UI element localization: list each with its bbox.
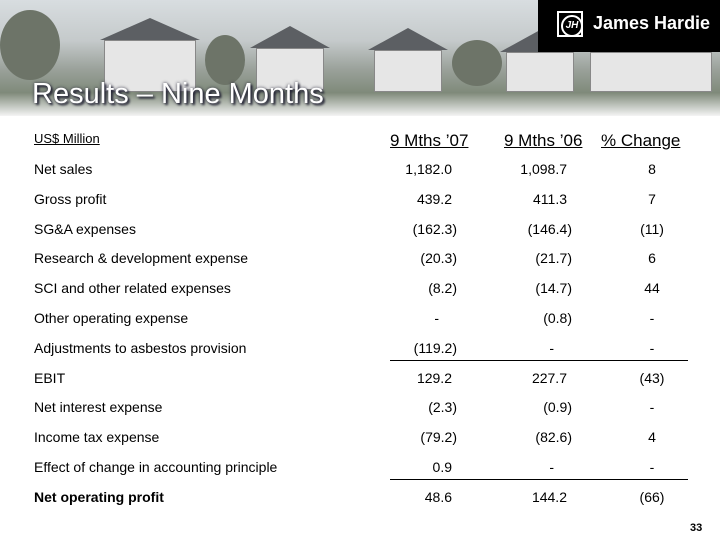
value-9mths-07: - (434, 310, 439, 326)
table-row: Gross profit 439.2 411.3 7 (0, 191, 720, 211)
value-9mths-07: (20.3) (420, 250, 457, 267)
total-rule (390, 479, 688, 480)
row-label: Effect of change in accounting principle (34, 459, 278, 475)
row-label: Adjustments to asbestos provision (34, 339, 247, 356)
value-9mths-06: (21.7) (535, 250, 572, 267)
page-number: 33 (690, 522, 703, 534)
value-9mths-06: (0.9) (543, 399, 572, 416)
value-9mths-07: 1,182.0 (405, 161, 452, 177)
column-header-9mths-06: 9 Mths ’06 (504, 131, 583, 150)
value-pct-change: 44 (644, 280, 660, 297)
table-row: SCI and other related expenses (8.2) (14.7… (0, 280, 720, 300)
table-row: Effect of change in accounting principle… (0, 459, 720, 479)
value-pct-change: (43) (639, 369, 665, 386)
table-row: Net sales 1,182.0 1,098.7 8 (0, 161, 720, 181)
value-9mths-07: (119.2) (413, 339, 457, 356)
value-9mths-07: 48.6 (424, 488, 452, 505)
value-9mths-07: 0.9 (432, 459, 452, 475)
value-9mths-07: 129.2 (416, 369, 452, 386)
row-label: Net interest expense (34, 399, 163, 416)
value-9mths-07: (162.3) (412, 220, 457, 237)
table-row: Net operating profit 48.6 144.2 (66) (0, 489, 720, 509)
row-label: EBIT (34, 369, 66, 386)
value-pct-change: (11) (640, 220, 664, 237)
row-label: Research & development expense (34, 250, 249, 267)
table-row: Income tax expense (79.2) (82.6) 4 (0, 429, 720, 449)
value-9mths-07: (8.2) (428, 280, 457, 297)
slide-title: Results – Nine Months (32, 78, 324, 110)
subtotal-rule (390, 360, 688, 361)
row-label: Gross profit (34, 190, 107, 207)
table-row: EBIT 129.2 227.7 (43) (0, 370, 720, 390)
table-row: Other operating expense - (0.8) - (0, 310, 720, 330)
row-label: Net operating profit (34, 488, 164, 505)
value-pct-change: 7 (648, 190, 656, 207)
table-row: SG&A expenses (162.3) (146.4) (11) (0, 221, 720, 241)
value-pct-change: 8 (648, 161, 656, 177)
row-label: Income tax expense (34, 429, 160, 446)
row-label: SCI and other related expenses (34, 280, 231, 297)
value-9mths-07: (2.3) (428, 399, 457, 416)
value-9mths-06: 144.2 (531, 488, 567, 505)
units-label: US$ Million (34, 131, 100, 146)
table-row: Adjustments to asbestos provision (119.2)… (0, 340, 720, 360)
value-9mths-06: 227.7 (531, 369, 567, 386)
value-9mths-06: 1,098.7 (520, 161, 567, 177)
value-9mths-06: 411.3 (533, 190, 567, 207)
row-label: Other operating expense (34, 310, 189, 326)
value-pct-change: - (649, 399, 655, 416)
value-9mths-06: - (549, 339, 554, 356)
row-label: SG&A expenses (34, 220, 136, 237)
column-header-9mths-07: 9 Mths ’07 (390, 131, 469, 150)
value-pct-change: (66) (639, 488, 665, 505)
james-hardie-logo: JH James Hardie (538, 0, 720, 52)
column-header-pct-change: % Change (601, 131, 681, 150)
value-9mths-06: (0.8) (543, 310, 572, 326)
table-row: Net interest expense (2.3) (0.9) - (0, 399, 720, 419)
value-pct-change: 4 (648, 429, 656, 446)
value-9mths-07: 439.2 (416, 190, 452, 207)
value-9mths-06: - (549, 459, 554, 475)
value-pct-change: 6 (648, 250, 656, 267)
logo-text: James Hardie (593, 13, 711, 33)
value-pct-change: - (649, 459, 655, 475)
value-pct-change: - (649, 339, 655, 356)
value-9mths-06: (82.6) (535, 429, 572, 446)
row-label: Net sales (34, 161, 93, 177)
value-9mths-06: (146.4) (527, 220, 572, 237)
table-row: Research & development expense (20.3) (21.… (0, 250, 720, 270)
value-9mths-06: (14.7) (535, 280, 572, 297)
jh-monogram-icon: JH (557, 11, 583, 37)
value-9mths-07: (79.2) (420, 429, 457, 446)
value-pct-change: - (649, 310, 655, 326)
